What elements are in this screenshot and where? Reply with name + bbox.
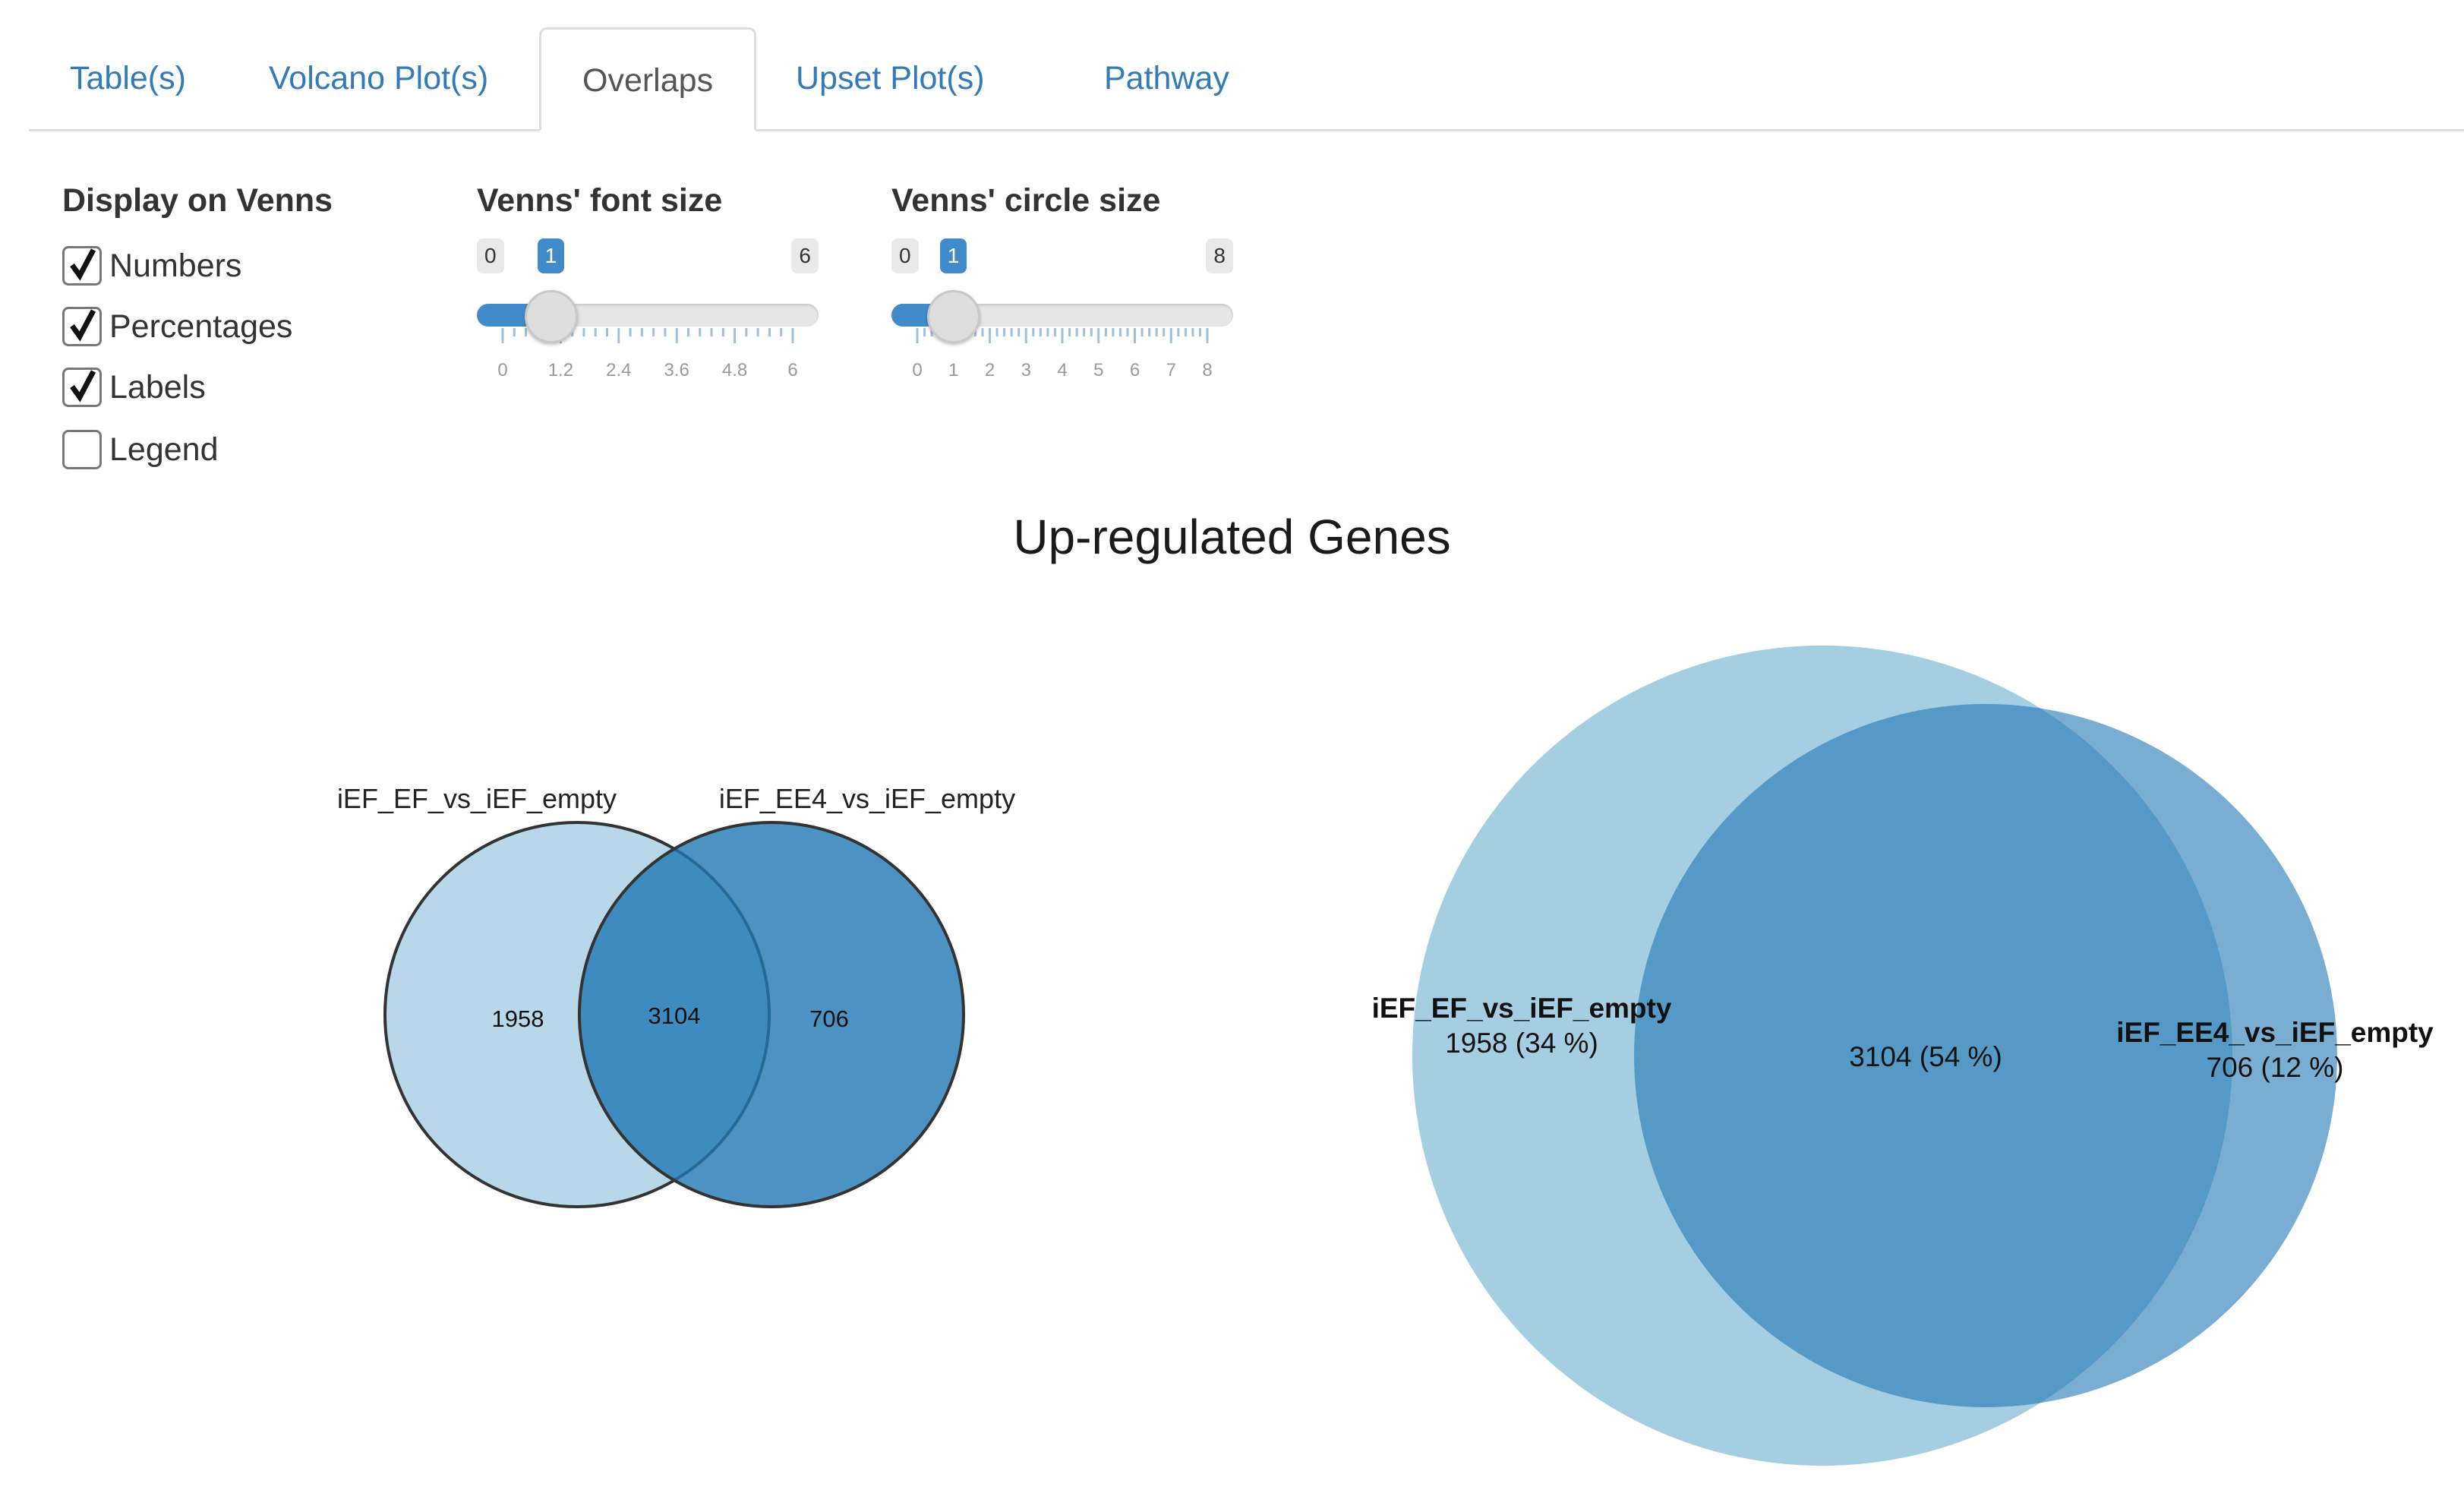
chart-title: Up-regulated Genes	[1013, 510, 1451, 564]
tab-volcano-plots[interactable]: Volcano Plot(s)	[269, 60, 489, 96]
slider-grid-labels: 0 1.2 2.4 3.6 4.8 6	[477, 360, 819, 383]
slider-grid-label: 7	[1166, 360, 1176, 380]
slider-grid-label: 4	[1057, 360, 1068, 380]
slider-handle[interactable]	[926, 290, 980, 343]
slider-grid-label: 1.2	[547, 360, 574, 380]
venn2-set-a-label: iEF_EF_vs_iEF_empty	[1372, 993, 1672, 1024]
venn1-set-b-label: iEF_EE4_vs_iEF_empty	[719, 783, 1015, 814]
slider-grid-label: 1	[948, 360, 959, 380]
checkbox-box[interactable]	[62, 368, 102, 407]
venn2-right-count: 706 (12 %)	[2207, 1052, 2344, 1083]
slider-value-badge: 1	[537, 238, 565, 273]
slider-grid-label: 2.4	[606, 360, 632, 380]
slider-grid-label: 4.8	[721, 360, 748, 380]
slider-grid-label: 6	[787, 360, 798, 380]
slider-grid-label: 2	[984, 360, 995, 380]
slider-ticks	[916, 328, 1209, 343]
venn1-left-count: 1958	[492, 1005, 544, 1032]
checkbox-box[interactable]	[62, 307, 102, 346]
tab-overlaps[interactable]: Overlaps	[539, 27, 757, 131]
display-options-title: Display on Venns	[62, 182, 333, 219]
venn-diagram-1: iEF_EF_vs_iEF_empty iEF_EE4_vs_iEF_empty…	[337, 783, 1015, 1208]
slider-grid-label: 5	[1093, 360, 1104, 380]
venn1-intersection-count: 3104	[648, 1002, 701, 1029]
venn2-set-b-circle	[1634, 704, 2337, 1407]
circle-size-title: Venns' circle size	[891, 182, 1161, 219]
checkmark-icon	[70, 309, 96, 342]
font-size-slider[interactable]: 0 1 6 0 1.2 2.4 3.6 4.8 6	[477, 238, 819, 390]
tab-bar: Table(s) Volcano Plot(s) Overlaps Upset …	[29, 27, 2464, 131]
checkbox-box[interactable]	[62, 430, 102, 469]
checkbox-box[interactable]	[62, 246, 102, 286]
venn2-set-b-label: iEF_EE4_vs_iEF_empty	[2116, 1017, 2434, 1048]
checkbox-label: Percentages	[109, 308, 293, 345]
venn-diagram-2: iEF_EF_vs_iEF_empty 1958 (34 %) 3104 (54…	[1372, 646, 2434, 1466]
venn1-right-count: 706	[809, 1005, 849, 1032]
slider-grid-labels: 0 1 2 3 4 5 6 7 8	[891, 360, 1233, 383]
checkbox-percentages[interactable]: Percentages	[62, 304, 292, 349]
checkbox-legend[interactable]: Legend	[62, 427, 219, 472]
venn1-set-a-label: iEF_EF_vs_iEF_empty	[337, 783, 617, 814]
slider-min-badge: 0	[477, 238, 504, 273]
slider-grid-label: 3	[1021, 360, 1031, 380]
checkmark-icon	[70, 370, 96, 402]
slider-handle[interactable]	[524, 290, 578, 343]
checkmark-icon	[70, 248, 96, 281]
slider-grid-label: 0	[912, 360, 923, 380]
venn1-set-b-circle	[578, 821, 965, 1208]
slider-grid-label: 6	[1129, 360, 1141, 380]
slider-grid-label: 8	[1202, 360, 1213, 380]
tab-upset-plots[interactable]: Upset Plot(s)	[796, 60, 985, 96]
checkbox-numbers[interactable]: Numbers	[62, 243, 241, 289]
checkbox-label: Labels	[109, 368, 206, 406]
venn2-left-count: 1958 (34 %)	[1445, 1028, 1598, 1059]
tab-tables[interactable]: Table(s)	[70, 60, 186, 96]
font-size-title: Venns' font size	[477, 182, 723, 219]
checkbox-label: Legend	[109, 431, 219, 468]
venn2-intersection-count: 3104 (54 %)	[1849, 1041, 2002, 1072]
checkbox-labels[interactable]: Labels	[62, 365, 206, 410]
slider-max-badge: 8	[1206, 238, 1233, 273]
slider-max-badge: 6	[791, 238, 819, 273]
slider-grid-label: 0	[497, 360, 508, 380]
slider-grid-label: 3.6	[664, 360, 689, 380]
checkbox-label: Numbers	[109, 247, 242, 284]
tab-pathway[interactable]: Pathway	[1104, 60, 1229, 96]
slider-value-badge: 1	[939, 238, 967, 273]
slider-min-badge: 0	[891, 238, 919, 273]
